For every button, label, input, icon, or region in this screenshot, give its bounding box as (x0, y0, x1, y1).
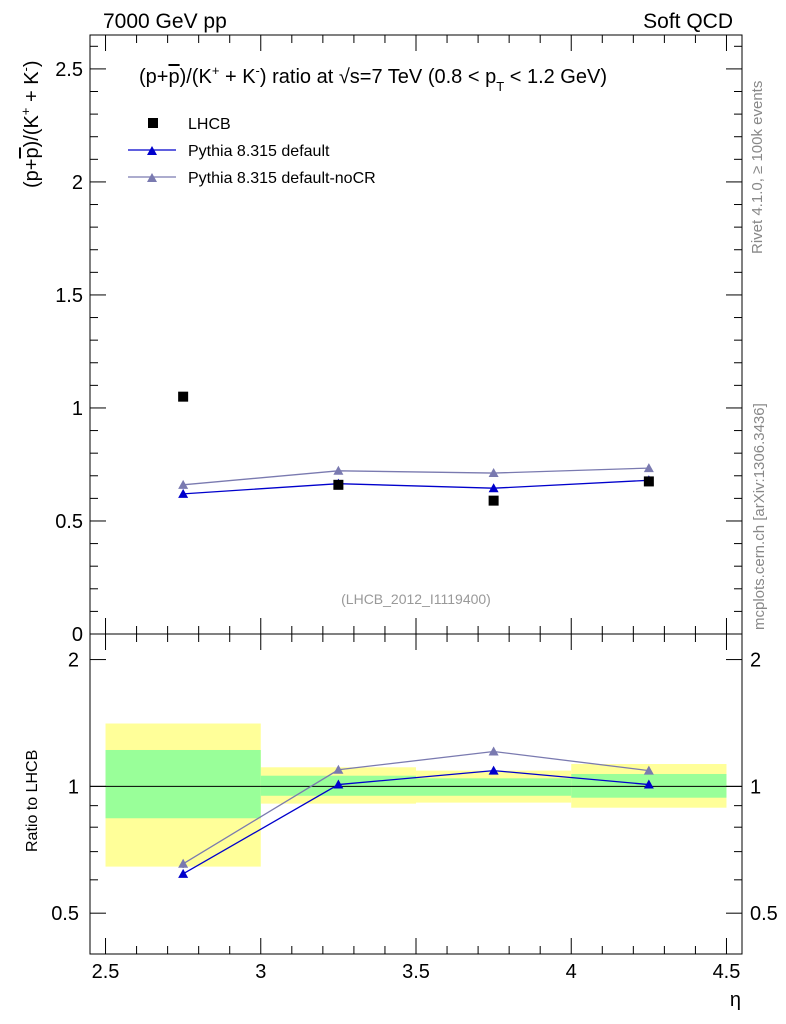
y-axis-label: (p+p)/(K+ + K-) (18, 60, 43, 188)
analysis-id-label: (LHCB_2012_I1119400) (341, 591, 491, 607)
ratio-band-inner-bin (105, 749, 261, 819)
y-tick-label: 1 (72, 398, 83, 420)
ratio-y-tick-label-right: 0.5 (750, 903, 778, 925)
ratio-default-point (643, 779, 654, 789)
ratio-nocr-point (333, 764, 344, 774)
ratio-nocr-point (178, 858, 189, 868)
y-tick-label: 2 (72, 172, 83, 194)
legend-lhcb-label: LHCB (188, 116, 231, 133)
main-nocr-line (183, 467, 649, 486)
mcplots-site-label: mcplots.cern.ch [arXiv:1306.3436] (751, 403, 768, 630)
ratio-default-point (178, 868, 189, 878)
ratio-y-tick-label-right: 2 (750, 650, 761, 672)
main-lhcb-point (488, 495, 499, 506)
y-tick-label: 2.5 (55, 59, 83, 81)
main-lhcb-point (178, 391, 189, 402)
main-default-line (183, 479, 649, 495)
legend: LHCB Pythia 8.315 default Pythia 8.315 d… (128, 116, 376, 187)
x-tick-label: 4.5 (713, 961, 741, 983)
y-tick-label: 0.5 (55, 511, 83, 533)
ratio-series (178, 746, 654, 878)
legend-default-label: Pythia 8.315 default (188, 143, 330, 160)
main-default-point (488, 483, 499, 493)
chart-title: (p+p)/(K+ + K-) ratio at √s=7 TeV (0.8 <… (139, 63, 607, 94)
ratio-y-tick-label-left: 1 (68, 776, 79, 798)
ratio-y-axis-label: Ratio to LHCB (24, 750, 41, 852)
category-label: Soft QCD (643, 10, 733, 33)
x-tick-label: 4 (566, 961, 577, 983)
main-nocr-point (178, 479, 189, 489)
main-lhcb-point (643, 476, 654, 487)
tick-labels: 2.5 3 3.5 4 4.5 0 0.5 1 1.5 2 2.5 0.5 0.5 1 1 2 2 (51, 59, 778, 983)
x-tick-label: 3.5 (402, 961, 430, 983)
x-tick-label: 2.5 (92, 961, 120, 983)
x-tick-label: 3 (255, 961, 266, 983)
ratio-y-tick-label-left: 2 (68, 650, 79, 672)
legend-nocr-marker (147, 173, 157, 182)
rivet-version-label: Rivet 4.1.0, ≥ 100k events (749, 81, 766, 254)
ratio-band-inner-bin (416, 778, 572, 796)
y-tick-label: 1.5 (55, 285, 83, 307)
ratio-band-inner (105, 749, 727, 819)
ratio-nocr-point (643, 765, 654, 775)
main-nocr-point (643, 463, 654, 473)
legend-nocr-label: Pythia 8.315 default-noCR (188, 170, 376, 187)
legend-default-marker (147, 146, 157, 155)
main-nocr-point (488, 468, 499, 478)
ratio-default-point (488, 765, 499, 775)
main-lhcb-point (333, 479, 344, 490)
ratio-nocr-line (182, 750, 649, 865)
ratio-y-tick-label-left: 0.5 (51, 903, 79, 925)
legend-lhcb-marker (148, 118, 158, 128)
y-tick-label: 0 (72, 624, 83, 646)
main-series (178, 391, 654, 506)
energy-label: 7000 GeV pp (103, 10, 227, 33)
ratio-default-point (333, 779, 344, 789)
main-nocr-point (333, 465, 344, 475)
ratio-default-line (182, 769, 649, 875)
axis-ticks (90, 35, 742, 954)
main-default-point (178, 488, 189, 498)
ratio-y-tick-label-right: 1 (750, 776, 761, 798)
ratio-nocr-point (488, 746, 499, 756)
x-axis-label: η (730, 989, 741, 1011)
